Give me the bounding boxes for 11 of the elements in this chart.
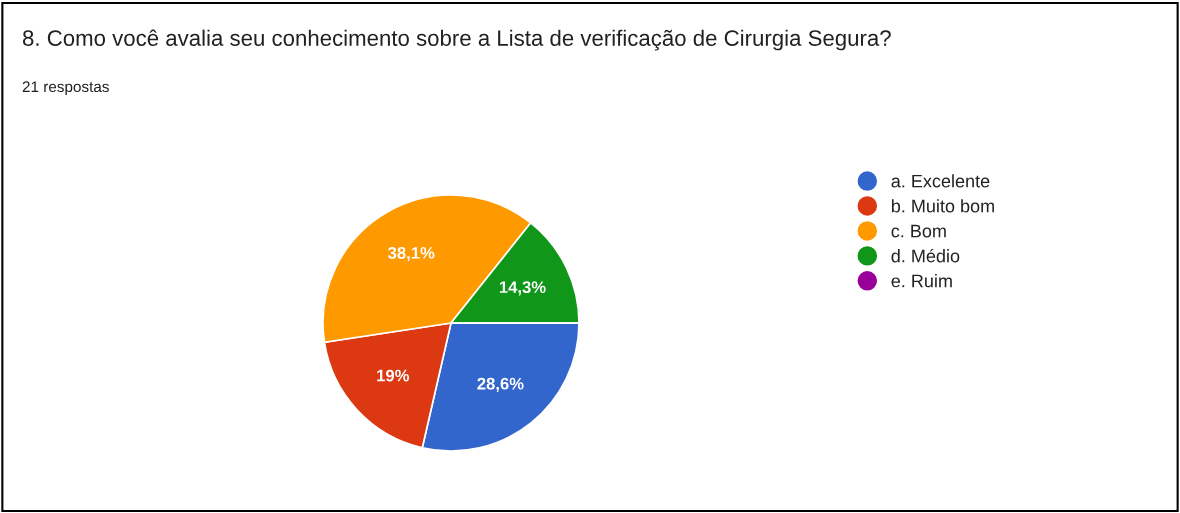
text: 21 respostas — [22, 81, 109, 96]
legend-label: b. Muito bom — [891, 199, 994, 213]
data-label: 19% — [377, 369, 410, 382]
legend-label: e. Ruim — [891, 274, 952, 288]
chart-title: 8. Como você avalia seu conhecimento sobre a Lista de verificação de Cirurgia Segura? — [22, 29, 891, 51]
legend-label: a. Excelente — [891, 174, 990, 188]
data-label: 38,1% — [388, 246, 435, 262]
legend-label: c. Bom — [891, 224, 946, 238]
data-label: 28,6% — [477, 377, 524, 392]
legend-label: d. Médio — [891, 248, 960, 263]
data-label: 14,3% — [499, 281, 546, 296]
